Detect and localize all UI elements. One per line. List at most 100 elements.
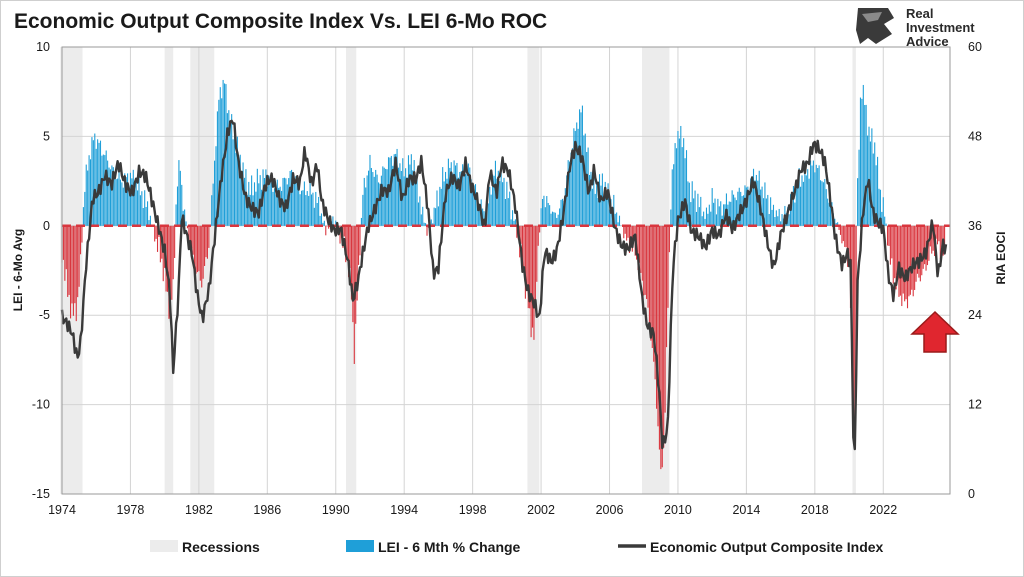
- lei-bar-151: [276, 179, 278, 226]
- lei-bar-492: [762, 198, 765, 226]
- lei-bar-96: [198, 225, 200, 272]
- lei-bar-555: [852, 225, 854, 407]
- lei-bar-470: [731, 190, 733, 226]
- lei-bar-401: [633, 225, 635, 241]
- lei-bar-438: [685, 150, 688, 226]
- right-tick-label-4: 12: [968, 398, 982, 412]
- lei-bar-254: [423, 222, 425, 226]
- lei-bar-456: [711, 188, 713, 226]
- lei-bar-125: [239, 154, 241, 226]
- lei-bar-183: [322, 222, 324, 226]
- lei-bar-556: [854, 225, 856, 448]
- recession-band-6: [852, 47, 856, 494]
- lei-bar-246: [412, 170, 414, 226]
- lei-bar-66: [155, 225, 157, 239]
- lei-bar-520: [802, 181, 804, 226]
- right-tick-label-0: 60: [968, 40, 982, 54]
- lei-bar-180: [318, 196, 320, 226]
- lei-bar-494: [765, 198, 767, 226]
- lei-bar-472: [734, 197, 736, 226]
- lei-bar-437: [684, 158, 686, 226]
- lei-bar-598: [914, 225, 916, 290]
- lei-bar-24: [95, 148, 97, 226]
- lei-bar-160: [289, 170, 291, 226]
- lei-bar-98: [201, 225, 203, 288]
- lei-bar-69: [159, 225, 161, 263]
- lei-bar-525: [810, 160, 812, 226]
- logo-line-3: Advice: [906, 34, 949, 49]
- lei-bar-223: [379, 183, 381, 226]
- lei-bar-523: [807, 169, 809, 226]
- lei-bar-431: [675, 148, 678, 226]
- lei-bar-81: [176, 186, 179, 226]
- x-tick-label-2: 1982: [185, 503, 213, 517]
- recession-band-2: [190, 47, 215, 494]
- lei-bar-449: [701, 216, 703, 226]
- lei-bar-332: [534, 225, 536, 300]
- lei-bar-21: [91, 137, 93, 226]
- lei-bar-454: [708, 204, 710, 226]
- lei-bar-121: [233, 135, 236, 226]
- lei-bar-422: [663, 225, 665, 448]
- recession-band-4: [527, 47, 540, 494]
- lei-bar-251: [419, 196, 421, 226]
- lei-bar-88: [186, 225, 189, 229]
- lei-bar-421: [661, 225, 663, 468]
- lei-bar-610: [931, 225, 933, 254]
- lei-bar-474: [737, 191, 739, 226]
- lei-bar-50: [132, 169, 134, 226]
- lei-bar-172: [306, 191, 308, 226]
- lei-bar-545: [838, 225, 840, 230]
- lei-bar-80: [175, 204, 177, 226]
- lei-bar-30: [104, 155, 106, 226]
- lei-bar-599: [915, 225, 917, 282]
- lei-bar-84: [181, 184, 183, 226]
- lei-bar-566: [868, 126, 870, 226]
- lei-bar-450: [703, 211, 705, 226]
- lei-bar-388: [614, 213, 616, 226]
- lei-bar-118: [229, 125, 231, 226]
- lei-bar-292: [477, 202, 479, 226]
- lei-bar-59: [145, 206, 147, 226]
- lei-bar-34: [109, 169, 112, 226]
- legend-label-recessions: Recessions: [182, 539, 260, 555]
- lei-bar-203: [350, 225, 352, 300]
- lei-bar-423: [664, 225, 666, 413]
- lei-bar-380: [603, 197, 605, 226]
- lei-bar-175: [310, 194, 313, 226]
- lei-bar-275: [453, 160, 455, 226]
- lei-bar-182: [320, 213, 323, 226]
- lei-bar-61: [148, 220, 150, 226]
- lei-bar-417: [656, 225, 658, 409]
- lei-bar-475: [738, 187, 740, 226]
- lei-bar-350: [560, 199, 562, 226]
- lei-bar-443: [693, 198, 695, 226]
- lei-bar-440: [688, 182, 690, 226]
- lei-bar-218: [372, 172, 374, 226]
- lei-bar-262: [435, 208, 437, 226]
- lei-bar-62: [149, 215, 151, 226]
- lei-bar-331: [533, 225, 535, 340]
- lei-bar-381: [604, 181, 606, 226]
- lei-bar-592: [905, 225, 907, 300]
- lei-bar-596: [911, 225, 913, 290]
- lei-bar-250: [417, 202, 420, 226]
- lei-bar-300: [489, 186, 491, 226]
- lei-bar-313: [507, 198, 509, 226]
- lei-bar-426: [668, 225, 670, 253]
- legend-label-lei: LEI - 6 Mth % Change: [378, 539, 521, 555]
- lei-bar-428: [671, 169, 673, 226]
- lei-bar-48: [129, 172, 131, 226]
- lei-bar-420: [660, 225, 662, 470]
- lei-bar-222: [377, 182, 380, 226]
- x-tick-label-7: 2002: [527, 503, 555, 517]
- lei-bar-371: [590, 171, 592, 226]
- lei-bar-516: [797, 184, 799, 226]
- lei-bar-245: [410, 154, 412, 226]
- lei-bar-169: [302, 190, 304, 226]
- lei-bar-546: [839, 225, 842, 235]
- lei-bar-357: [570, 152, 572, 226]
- lei-bar-173: [308, 195, 310, 226]
- lei-bar-455: [710, 211, 712, 226]
- lei-bar-152: [278, 187, 280, 226]
